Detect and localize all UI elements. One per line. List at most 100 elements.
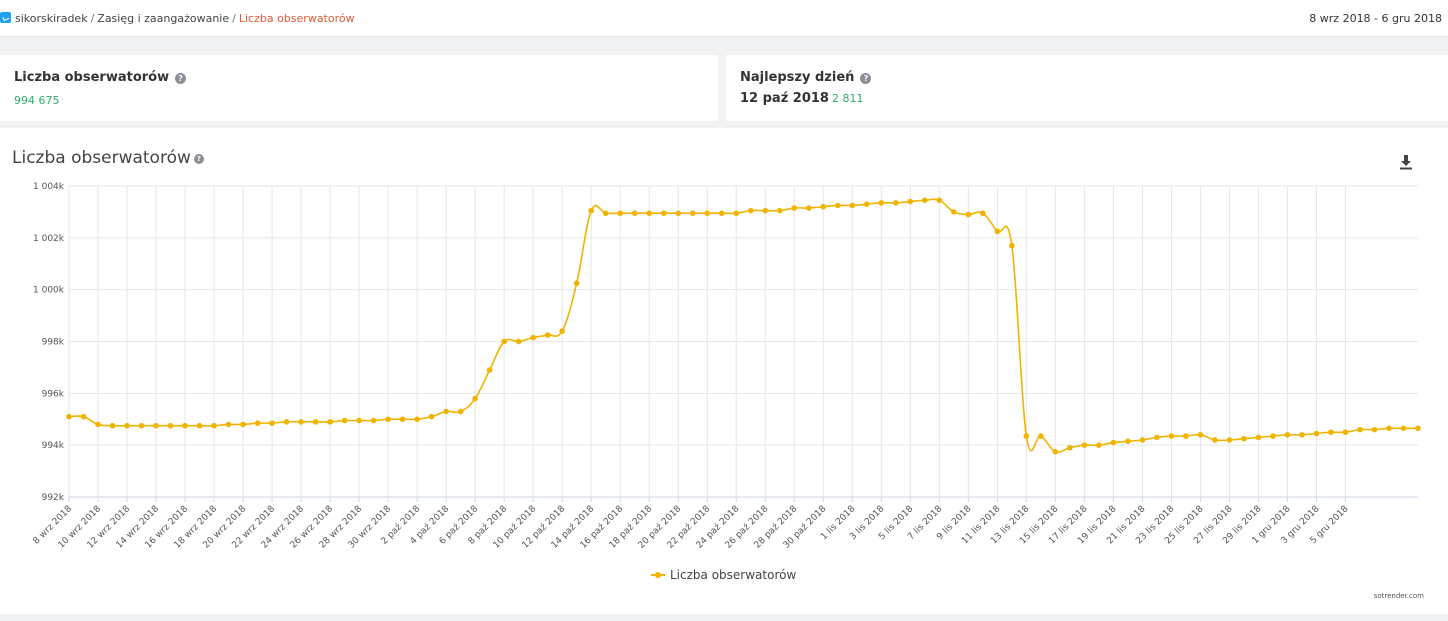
- data-point: [414, 416, 420, 423]
- data-point: [225, 421, 232, 428]
- data-point: [922, 197, 928, 204]
- data-point: [269, 420, 275, 426]
- data-point: [994, 228, 1001, 235]
- download-icon[interactable]: [1399, 154, 1413, 170]
- data-point: [646, 210, 653, 217]
- data-point: [849, 202, 856, 209]
- data-point: [1299, 432, 1305, 438]
- data-point: [66, 413, 72, 420]
- data-point: [182, 422, 188, 429]
- best-day-title: Najlepszy dzień?: [740, 70, 872, 85]
- data-point: [1328, 429, 1334, 436]
- data-point: [312, 419, 319, 425]
- data-point: [733, 210, 740, 217]
- data-point: [617, 210, 624, 217]
- data-point: [573, 280, 580, 286]
- data-point: [298, 419, 304, 425]
- data-point: [124, 422, 130, 429]
- best-day-card: Najlepszy dzień? 12 paź 2018 2 811: [726, 55, 1448, 121]
- y-tick-label: 994k: [42, 441, 65, 451]
- data-point: [907, 198, 914, 205]
- data-point: [1125, 438, 1131, 445]
- data-point: [747, 207, 754, 214]
- data-point: [486, 367, 493, 373]
- data-point: [704, 210, 711, 217]
- help-icon[interactable]: ?: [193, 154, 204, 164]
- series-line: [68, 198, 1418, 453]
- data-point: [1139, 437, 1146, 443]
- best-day-value: 2 811: [831, 92, 864, 105]
- data-point: [138, 422, 145, 429]
- data-point: [1081, 442, 1088, 448]
- breadcrumb-current: Liczba obserwatorów: [238, 12, 355, 25]
- breadcrumb: sikorskiradek / Zasięg i zaangażowanie / Lic…: [0, 12, 355, 25]
- data-point: [530, 334, 536, 341]
- breadcrumb-separator: /: [232, 12, 236, 25]
- breadcrumb-separator: /: [90, 12, 95, 25]
- date-range-selector[interactable]: 8 wrz 2018 - 6 gru 2018: [1309, 12, 1442, 25]
- data-point: [428, 413, 435, 420]
- data-point: [791, 205, 798, 211]
- data-point: [559, 328, 565, 334]
- twitter-icon: [0, 12, 11, 23]
- best-day-label: Najlepszy dzień: [740, 70, 855, 85]
- data-point: [878, 200, 885, 206]
- data-point: [341, 417, 348, 424]
- data-point: [254, 420, 261, 426]
- best-day-date: 12 paź 2018: [740, 91, 829, 106]
- help-icon[interactable]: ?: [860, 73, 872, 84]
- data-point: [660, 210, 667, 217]
- data-point: [1110, 439, 1117, 446]
- data-point: [356, 417, 362, 424]
- breadcrumb-section[interactable]: Zasięg i zaangażowanie: [97, 12, 230, 25]
- data-point: [153, 422, 159, 429]
- data-point: [457, 408, 464, 415]
- chart-title-text: Liczba obserwatorów: [12, 148, 191, 168]
- data-point: [1183, 433, 1189, 439]
- data-point: [327, 419, 333, 425]
- data-point: [1284, 432, 1291, 438]
- data-point: [1067, 444, 1073, 451]
- data-point: [1197, 432, 1204, 438]
- data-point: [80, 413, 87, 420]
- credit-text: sotrender.com: [1373, 592, 1424, 600]
- data-point: [718, 210, 725, 217]
- breadcrumb-account[interactable]: sikorskiradek: [15, 12, 88, 25]
- data-point: [1226, 437, 1233, 443]
- data-point: [820, 203, 827, 210]
- top-bar: sikorskiradek / Zasięg i zaangażowanie / Lic…: [0, 0, 1448, 37]
- data-point: [689, 210, 696, 217]
- legend-marker: [655, 572, 661, 578]
- data-point: [1400, 425, 1407, 432]
- data-point: [1168, 433, 1175, 439]
- data-point: [1371, 426, 1378, 433]
- data-point: [1415, 425, 1421, 432]
- data-point: [240, 421, 246, 428]
- y-tick-label: 1 004k: [33, 182, 65, 192]
- help-icon[interactable]: ?: [175, 73, 187, 84]
- followers-summary-card: Liczba obserwatorów? 994 675: [0, 55, 718, 121]
- data-point: [1154, 434, 1160, 441]
- y-tick-label: 1 002k: [33, 234, 65, 244]
- data-point: [167, 422, 174, 429]
- legend-label: Liczba obserwatorów: [670, 568, 796, 582]
- data-point: [834, 202, 841, 209]
- data-point: [675, 210, 682, 217]
- data-point: [863, 201, 870, 207]
- data-point: [1255, 434, 1262, 441]
- data-point: [1052, 448, 1059, 455]
- data-point: [385, 416, 391, 423]
- data-point: [1342, 429, 1349, 436]
- data-point: [1096, 442, 1102, 448]
- data-point: [1038, 433, 1044, 439]
- data-point: [472, 395, 478, 402]
- data-point: [776, 207, 783, 214]
- data-point: [211, 422, 217, 429]
- data-point: [965, 211, 972, 218]
- data-point: [370, 417, 377, 424]
- data-point: [1313, 430, 1320, 437]
- y-tick-label: 996k: [42, 389, 65, 399]
- data-point: [936, 197, 943, 204]
- data-point: [805, 205, 812, 211]
